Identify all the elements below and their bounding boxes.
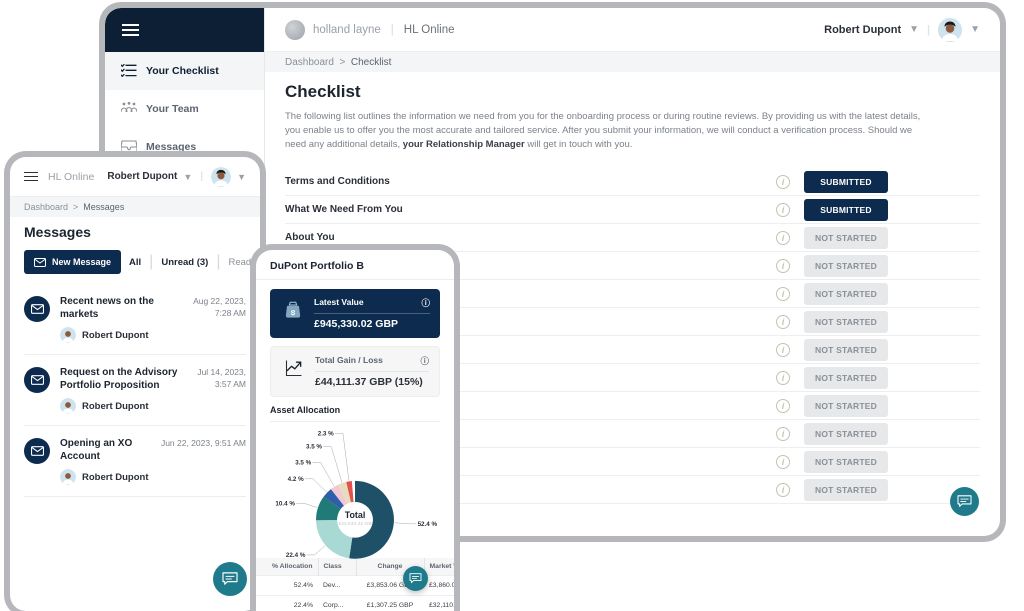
svg-text:2.3 %: 2.3 %: [318, 431, 334, 438]
svg-text:22.4 %: 22.4 %: [286, 552, 306, 559]
svg-text:3.5 %: 3.5 %: [306, 444, 322, 451]
svg-text:3.5 %: 3.5 %: [295, 459, 311, 466]
svg-text:£43,633.42 GB: £43,633.42 GB: [338, 521, 372, 527]
svg-text:4.2 %: 4.2 %: [288, 476, 304, 483]
svg-text:52.4 %: 52.4 %: [418, 521, 438, 528]
svg-text:10.4 %: 10.4 %: [275, 500, 295, 507]
svg-text:Total: Total: [345, 510, 366, 520]
